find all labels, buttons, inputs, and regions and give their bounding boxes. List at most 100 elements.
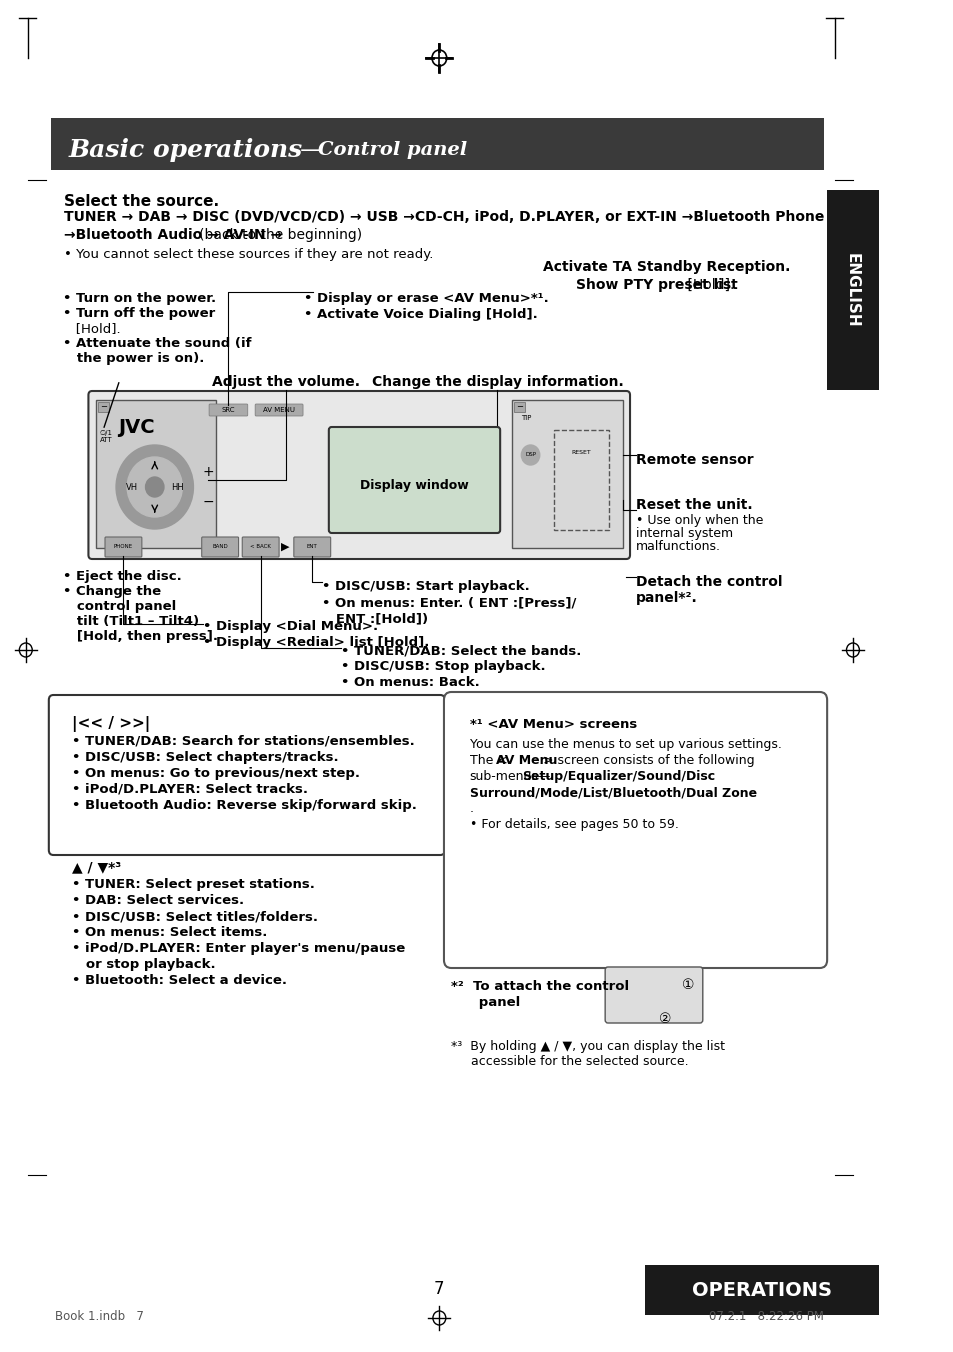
Text: Display window: Display window xyxy=(359,479,468,492)
Text: JVC: JVC xyxy=(118,418,154,437)
Text: Detach the control: Detach the control xyxy=(635,575,781,589)
Text: > screen consists of the following: > screen consists of the following xyxy=(543,754,754,767)
Text: • Eject the disc.: • Eject the disc. xyxy=(63,571,181,583)
Text: • Display <Dial Menu>.: • Display <Dial Menu>. xyxy=(202,621,377,633)
Text: Adjust the volume.: Adjust the volume. xyxy=(212,375,359,389)
Text: DSP: DSP xyxy=(524,453,536,457)
Text: control panel: control panel xyxy=(63,600,175,612)
Text: (back to the beginning): (back to the beginning) xyxy=(198,228,361,242)
Text: • Turn off the power: • Turn off the power xyxy=(63,307,214,320)
Text: • Bluetooth Audio: Reverse skip/forward skip.: • Bluetooth Audio: Reverse skip/forward … xyxy=(71,799,416,813)
Text: Control panel: Control panel xyxy=(317,141,466,160)
Text: Basic operations: Basic operations xyxy=(69,138,303,162)
Text: panel*².: panel*². xyxy=(635,591,697,604)
Text: SRC: SRC xyxy=(221,407,235,412)
Text: VH: VH xyxy=(126,483,137,492)
Circle shape xyxy=(127,457,182,516)
FancyBboxPatch shape xyxy=(329,427,499,533)
Text: • TUNER: Select preset stations.: • TUNER: Select preset stations. xyxy=(71,877,314,891)
FancyBboxPatch shape xyxy=(209,404,248,416)
Text: Activate TA Standby Reception.: Activate TA Standby Reception. xyxy=(543,260,790,274)
Text: • iPod/D.PLAYER: Select tracks.: • iPod/D.PLAYER: Select tracks. xyxy=(71,783,308,796)
Text: OPERATIONS: OPERATIONS xyxy=(691,1280,831,1299)
Text: +: + xyxy=(202,465,213,479)
Text: [Hold].: [Hold]. xyxy=(681,279,733,292)
Text: • DISC/USB: Select chapters/tracks.: • DISC/USB: Select chapters/tracks. xyxy=(71,750,338,764)
Text: • Use only when the: • Use only when the xyxy=(635,514,762,527)
Text: • For details, see pages 50 to 59.: • For details, see pages 50 to 59. xyxy=(469,818,678,831)
Text: ①: ① xyxy=(680,977,694,992)
Text: sub-menus—: sub-menus— xyxy=(469,771,551,783)
FancyBboxPatch shape xyxy=(604,967,702,1023)
Text: ENT: ENT xyxy=(307,545,317,549)
Text: TIP: TIP xyxy=(520,415,531,420)
FancyBboxPatch shape xyxy=(644,1265,878,1315)
Text: • On menus: Back.: • On menus: Back. xyxy=(340,676,479,690)
Text: −: − xyxy=(202,495,213,508)
Text: • DAB: Select services.: • DAB: Select services. xyxy=(71,894,244,907)
Text: • Attenuate the sound (if: • Attenuate the sound (if xyxy=(63,337,251,350)
Circle shape xyxy=(520,445,539,465)
Text: • Display <Redial> list [Hold].: • Display <Redial> list [Hold]. xyxy=(202,635,429,649)
FancyBboxPatch shape xyxy=(49,695,444,854)
Text: Book 1.indb   7: Book 1.indb 7 xyxy=(55,1310,144,1324)
Text: −: − xyxy=(516,403,522,411)
Text: • Bluetooth: Select a device.: • Bluetooth: Select a device. xyxy=(71,973,287,987)
Text: • Activate Voice Dialing [Hold].: • Activate Voice Dialing [Hold]. xyxy=(304,308,537,320)
FancyBboxPatch shape xyxy=(105,537,142,557)
Text: or stop playback.: or stop playback. xyxy=(71,959,215,971)
Text: BAND: BAND xyxy=(213,545,228,549)
Text: You can use the menus to set up various settings.: You can use the menus to set up various … xyxy=(469,738,781,750)
Text: • On menus: Select items.: • On menus: Select items. xyxy=(71,926,267,940)
Text: *¹ <AV Menu> screens: *¹ <AV Menu> screens xyxy=(469,718,637,731)
Text: • Display or erase <AV Menu>*¹.: • Display or erase <AV Menu>*¹. xyxy=(304,292,548,306)
Text: Select the source.: Select the source. xyxy=(65,193,219,210)
Text: • Turn on the power.: • Turn on the power. xyxy=(63,292,215,306)
Text: Setup/Equalizer/Sound/Disc: Setup/Equalizer/Sound/Disc xyxy=(521,771,715,783)
Text: −: − xyxy=(99,403,107,411)
Text: malfunctions.: malfunctions. xyxy=(635,539,720,553)
Text: AV Menu: AV Menu xyxy=(495,754,557,767)
FancyBboxPatch shape xyxy=(242,537,279,557)
FancyBboxPatch shape xyxy=(97,402,109,412)
Text: • DISC/USB: Stop playback.: • DISC/USB: Stop playback. xyxy=(340,660,545,673)
Text: |<< / >>|: |<< / >>| xyxy=(71,717,150,731)
FancyBboxPatch shape xyxy=(89,391,629,558)
Text: AV MENU: AV MENU xyxy=(263,407,294,412)
Text: Surround/Mode/List/Bluetooth/Dual Zone: Surround/Mode/List/Bluetooth/Dual Zone xyxy=(469,786,756,799)
Text: RESET: RESET xyxy=(571,450,591,456)
Text: tilt (Tilt1 – Tilt4): tilt (Tilt1 – Tilt4) xyxy=(63,615,198,627)
Text: internal system: internal system xyxy=(635,527,732,539)
Text: the power is on).: the power is on). xyxy=(63,352,204,365)
FancyBboxPatch shape xyxy=(294,537,331,557)
Text: • Change the: • Change the xyxy=(63,585,161,598)
Text: 7: 7 xyxy=(434,1280,444,1298)
FancyBboxPatch shape xyxy=(514,402,524,412)
Circle shape xyxy=(116,445,193,529)
Text: .: . xyxy=(469,802,474,815)
FancyBboxPatch shape xyxy=(443,692,826,968)
FancyBboxPatch shape xyxy=(51,118,823,170)
Text: →Bluetooth Audio → AV-IN →: →Bluetooth Audio → AV-IN → xyxy=(65,228,282,242)
Text: ②: ② xyxy=(658,1013,670,1026)
Text: [Hold].: [Hold]. xyxy=(63,322,120,335)
Text: *²  To attach the control: *² To attach the control xyxy=(451,980,629,992)
Text: TUNER → DAB → DISC (DVD/VCD/CD) → USB →CD-CH, iPod, D.PLAYER, or EXT-IN →Bluetoo: TUNER → DAB → DISC (DVD/VCD/CD) → USB →C… xyxy=(65,210,824,224)
FancyBboxPatch shape xyxy=(826,191,878,389)
Text: • On menus: Go to previous/next step.: • On menus: Go to previous/next step. xyxy=(71,767,359,780)
FancyBboxPatch shape xyxy=(201,537,238,557)
Text: • TUNER/DAB: Select the bands.: • TUNER/DAB: Select the bands. xyxy=(340,644,580,657)
Text: • DISC/USB: Select titles/folders.: • DISC/USB: Select titles/folders. xyxy=(71,910,317,923)
Text: The <: The < xyxy=(469,754,507,767)
Text: panel: panel xyxy=(451,996,520,1009)
Text: Show PTY preset list: Show PTY preset list xyxy=(575,279,737,292)
Text: *³  By holding ▲ / ▼, you can display the list
     accessible for the selected : *³ By holding ▲ / ▼, you can display the… xyxy=(451,1040,724,1068)
Text: Change the display information.: Change the display information. xyxy=(371,375,622,389)
FancyBboxPatch shape xyxy=(512,400,622,548)
FancyBboxPatch shape xyxy=(254,404,303,416)
Text: • DISC/USB: Start playback.: • DISC/USB: Start playback. xyxy=(322,580,530,594)
Text: —: — xyxy=(293,141,329,160)
Text: ENT :[Hold]): ENT :[Hold]) xyxy=(322,612,428,625)
Text: 07.2.1   8:22:26 PM: 07.2.1 8:22:26 PM xyxy=(708,1310,822,1324)
Text: HH: HH xyxy=(172,483,184,492)
